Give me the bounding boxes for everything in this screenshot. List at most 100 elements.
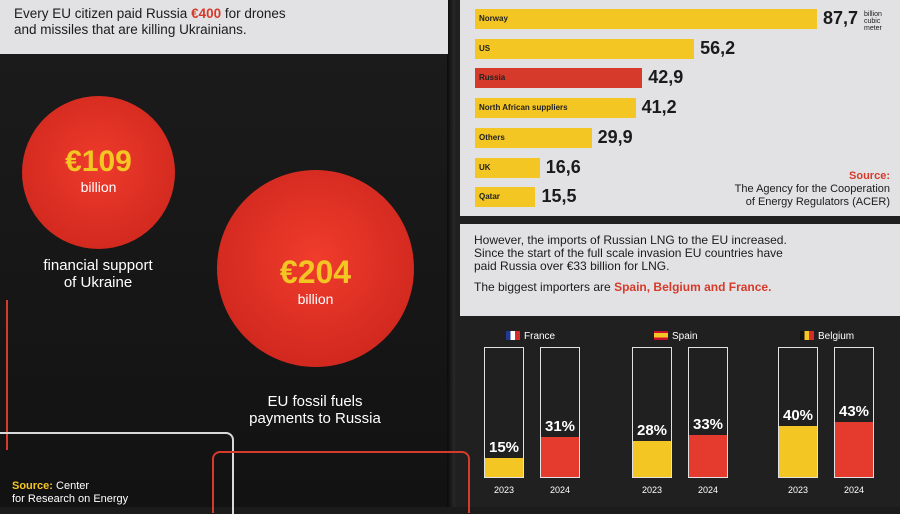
bar-value-label: 15,5: [541, 186, 577, 207]
flag-icon: [654, 331, 668, 340]
flag-icon: [800, 331, 814, 340]
bar-category-label: Qatar: [479, 192, 500, 202]
caption-line: of Ukraine: [63, 274, 133, 291]
caption-line: EU fossil fuels: [267, 393, 363, 410]
caption-line: payments to Russia: [249, 410, 381, 427]
source-line2: of Energy Regulators (ACER): [745, 196, 890, 208]
decor-line-mid: [0, 432, 234, 514]
bar-category-label: US: [479, 43, 491, 53]
country-name: France: [524, 331, 556, 342]
share-value-label: 28%: [636, 422, 668, 440]
share-value-label: 33%: [692, 415, 724, 433]
ukraine-support-circle: €109 billion: [22, 96, 175, 249]
source-line2: for Research on Energy: [12, 493, 129, 505]
country-name: Belgium: [818, 331, 855, 342]
source-label: Source:: [12, 480, 53, 492]
year-label: 2024: [697, 485, 719, 495]
unit-label: billion cubic meter: [864, 11, 882, 32]
source-line1: The Agency for the Cooperation: [734, 183, 890, 195]
lng-text-box: However, the imports of Russian LNG to t…: [460, 224, 900, 316]
bar: Qatar: [475, 187, 536, 208]
year-label: 2023: [641, 485, 663, 495]
source-line1: Center: [56, 480, 90, 492]
year-label: 2024: [549, 485, 571, 495]
share-fill: [541, 437, 579, 477]
circle-amount: €109: [65, 145, 132, 178]
bar: Norway: [475, 9, 817, 29]
share-value-label: 43%: [838, 402, 870, 420]
fossil-payments-caption: EU fossil fuels payments to Russia: [225, 393, 405, 427]
bar: Others: [475, 127, 592, 148]
bar-row: UK 16,6: [475, 156, 875, 178]
importers-paragraph: The biggest importers are Spain, Belgium…: [460, 273, 900, 294]
share-column: 15%: [484, 347, 524, 478]
share-column: 40%: [778, 347, 818, 478]
country-label: Belgium: [800, 331, 854, 342]
share-fill: [485, 457, 523, 477]
lng-line1: However, the imports of Russian LNG to t…: [474, 233, 787, 247]
flag-icon: [506, 331, 520, 340]
lng-paragraph: However, the imports of Russian LNG to t…: [460, 224, 900, 273]
share-column: 31%: [540, 347, 580, 478]
bar: US: [475, 38, 695, 59]
year-label: 2023: [787, 485, 809, 495]
fossil-payments-circle: €204 billion: [217, 170, 414, 367]
bar-row: US 56,2: [475, 37, 875, 59]
bar-category-label: North African suppliers: [479, 103, 568, 113]
country-label: France: [506, 331, 555, 342]
caption-line: financial support: [43, 257, 153, 274]
decor-line-bottom: [212, 451, 470, 513]
intro-text: Every EU citizen paid Russia €400 for dr…: [0, 0, 448, 38]
intro-box: Every EU citizen paid Russia €400 for dr…: [0, 0, 448, 54]
ukraine-support-caption: financial support of Ukraine: [18, 257, 178, 291]
lng-line3: paid Russia over €33 billion for LNG.: [474, 259, 670, 273]
intro-line2: and missiles that are killing Ukrainians…: [14, 22, 247, 37]
bar-value-label: 87,7: [823, 8, 859, 28]
source-label: Source:: [849, 170, 890, 182]
share-column: 28%: [632, 347, 672, 478]
bar: Russia: [475, 68, 643, 89]
year-label: 2023: [493, 485, 515, 495]
bar-value-label: 16,6: [545, 156, 581, 177]
circle-amount: €204: [279, 254, 352, 290]
share-value-label: 15%: [488, 438, 520, 456]
bar: North African suppliers: [475, 98, 636, 119]
bar-value-label: 42,9: [648, 67, 684, 88]
circle-unit: billion: [80, 179, 117, 195]
bar-category-label: Norway: [479, 14, 508, 23]
intro-highlight: €400: [191, 6, 222, 21]
bar-value-label: 41,2: [641, 97, 677, 118]
year-label: 2024: [843, 485, 865, 495]
share-fill: [779, 425, 817, 477]
intro-line1-post: for drones: [221, 6, 286, 21]
bar: UK: [475, 157, 540, 178]
share-fill: [633, 441, 671, 477]
chart-source: Source: The Agency for the Cooperation o…: [735, 170, 890, 209]
bar-category-label: Russia: [479, 73, 506, 83]
share-column: 43%: [834, 347, 874, 478]
share-value-label: 40%: [782, 406, 814, 424]
bar-value-label: 56,2: [700, 37, 736, 58]
importers-highlight: Spain, Belgium and France.: [614, 280, 772, 294]
bar-row: Russia 42,9: [475, 67, 875, 89]
bar-row: Norway 87,7: [475, 8, 875, 29]
unit-word: meter: [864, 25, 882, 32]
share-fill: [835, 421, 873, 477]
bar-category-label: Others: [479, 132, 505, 142]
left-source: Source: Center for Research on Energy: [12, 480, 212, 506]
bar-category-label: UK: [479, 162, 491, 172]
share-value-label: 31%: [544, 418, 576, 436]
share-column: 33%: [688, 347, 728, 478]
country-name: Spain: [672, 331, 698, 342]
unit-word: cubic: [864, 18, 881, 25]
lng-line2: Since the start of the full scale invasi…: [474, 246, 783, 260]
bar-row: North African suppliers 41,2: [475, 97, 875, 119]
bar-row: Others 29,9: [475, 127, 875, 148]
decor-line-left: [0, 300, 8, 450]
intro-line1-pre: Every EU citizen paid Russia: [14, 6, 192, 21]
unit-word: billion: [864, 11, 882, 18]
importers-pre: The biggest importers are: [474, 280, 615, 294]
page-fold: [447, 0, 455, 507]
bar-row: Qatar 15,5: [475, 186, 875, 208]
circle-unit: billion: [297, 291, 334, 307]
